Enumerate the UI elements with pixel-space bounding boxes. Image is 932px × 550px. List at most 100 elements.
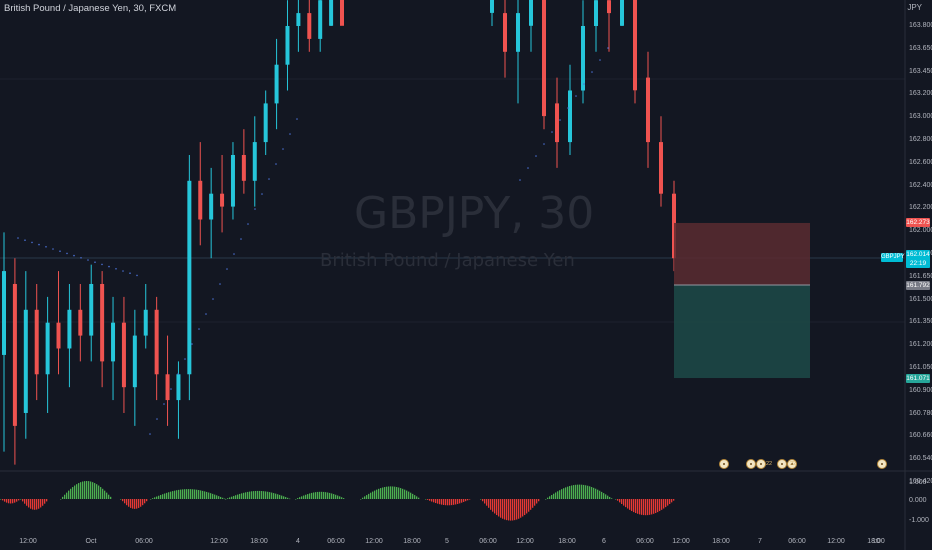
time-tick-label: 6 (602, 538, 606, 545)
price-tick-label: 160.420 (909, 478, 932, 485)
economic-event-icon[interactable] (787, 459, 797, 469)
time-tick-label: Oct (85, 538, 97, 545)
oscillator-bar (295, 499, 297, 500)
oscillator-bar (287, 497, 289, 499)
economic-event-icon[interactable] (756, 459, 766, 469)
economic-event-icon[interactable] (877, 459, 887, 469)
bear-candle (607, 0, 611, 14)
oscillator-bar (168, 492, 170, 499)
oscillator-bar (323, 491, 325, 499)
oscillator-bar (146, 499, 148, 502)
oscillator-bar (126, 499, 128, 506)
oscillator-bar (482, 499, 484, 502)
oscillator-bar (553, 493, 555, 499)
price-tick-label: 160.900 (909, 386, 932, 394)
oscillator-bar (90, 481, 92, 499)
bear-candle (56, 322, 61, 349)
oscillator-bar (362, 497, 364, 499)
oscillator-bar (376, 489, 378, 499)
trail-dot (268, 178, 270, 180)
oscillator-bar (124, 499, 126, 504)
oscillator-bar (198, 490, 200, 499)
oscillator-bar (603, 493, 605, 499)
oscillator-bar (445, 499, 447, 506)
oscillator-bar (649, 499, 651, 515)
time-tick-label: 18:00 (403, 538, 421, 545)
symbol-title[interactable]: British Pound / Japanese Yen, 30, FXCM (4, 3, 177, 14)
oscillator-bar (34, 499, 36, 510)
time-tick-label: 06:00 (135, 538, 153, 545)
trail-dot (240, 238, 242, 240)
oscillator-bar (267, 491, 269, 499)
oscillator-bar (200, 490, 202, 499)
oscillator-bar (84, 481, 86, 499)
oscillator-bar (251, 491, 253, 499)
bull-candle (274, 64, 279, 104)
oscillator-bar (623, 499, 625, 506)
oscillator-bar (68, 490, 70, 499)
oscillator-bar (583, 484, 585, 499)
oscillator-bar (208, 492, 210, 499)
trail-dot (583, 83, 585, 85)
oscillator-bar (637, 499, 639, 514)
oscillator-bar (673, 499, 675, 501)
oscillator-bar (62, 496, 64, 499)
oscillator-bar (176, 490, 178, 499)
event-count-badge[interactable]: 22 (766, 461, 773, 467)
oscillator-bar (611, 498, 613, 499)
oscillator-bar (150, 499, 152, 500)
economic-event-icon[interactable] (746, 459, 756, 469)
oscillator-bar (166, 492, 168, 499)
oscillator-bar (40, 499, 42, 508)
oscillator-bar (657, 499, 659, 513)
bull-candle (318, 0, 323, 39)
oscillator-bar (567, 486, 569, 499)
time-tick-label: 18:00 (867, 538, 885, 545)
oscillator-bar (140, 499, 142, 507)
short-position-tool[interactable] (674, 222, 810, 379)
bull-candle (67, 309, 72, 349)
oscillator-bar (343, 498, 345, 499)
oscillator-bar (390, 486, 392, 499)
event-count-badge[interactable]: 22 (790, 461, 797, 467)
trail-dot (177, 373, 179, 375)
oscillator-bar (615, 499, 617, 500)
oscillator-bar (249, 491, 251, 499)
time-tick-label: 12:00 (19, 538, 37, 545)
economic-event-icon[interactable] (777, 459, 787, 469)
oscillator-bar (279, 494, 281, 499)
price-tick-label: 161.350 (909, 318, 932, 326)
oscillator-bar (435, 499, 437, 504)
oscillator-bar (437, 499, 439, 504)
oscillator-bar (667, 499, 669, 506)
oscillator-bar (573, 485, 575, 499)
oscillator-bar (459, 499, 461, 504)
oscillator-bar (366, 495, 368, 499)
bull-candle (529, 0, 533, 26)
trail-dot (591, 71, 593, 73)
trail-dot (17, 237, 19, 239)
oscillator-bar (44, 499, 46, 504)
price-tick-label: 160.780 (909, 409, 932, 417)
bull-candle (252, 142, 257, 181)
oscillator-bar (216, 495, 218, 499)
oscillator-bar (229, 497, 231, 499)
oscillator-bar (555, 492, 557, 499)
oscillator-bar (585, 485, 587, 499)
oscillator-bar (333, 494, 335, 499)
oscillator-bar (619, 499, 621, 503)
oscillator-bar (218, 496, 220, 499)
oscillator-bar (317, 491, 319, 499)
oscillator-bar (196, 489, 198, 499)
oscillator-bar (154, 497, 156, 499)
oscillator-bar (247, 491, 249, 499)
oscillator-bar (431, 499, 433, 502)
oscillator-bar (222, 497, 224, 499)
oscillator-bar (144, 499, 146, 504)
oscillator-bar (233, 495, 235, 499)
oscillator-bar (26, 499, 28, 506)
trail-dot (184, 358, 186, 360)
economic-event-icon[interactable] (719, 459, 729, 469)
trail-dot (261, 193, 263, 195)
